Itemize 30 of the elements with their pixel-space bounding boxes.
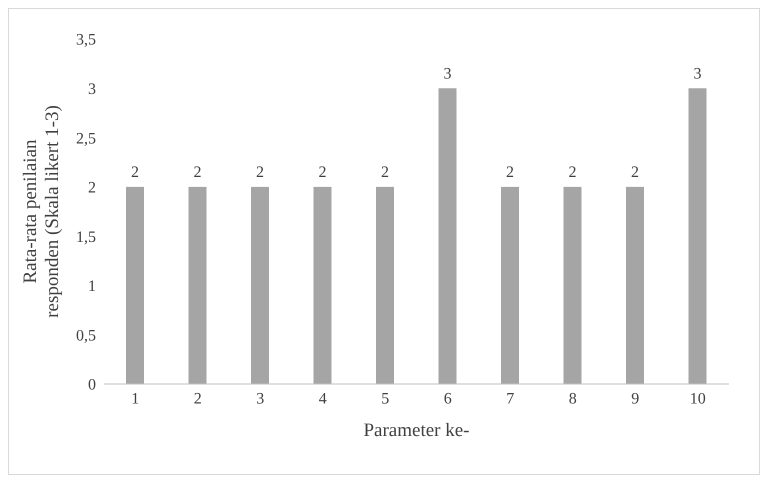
x-tick-label: 9 (631, 390, 640, 408)
y-tick-label: 2 (88, 180, 96, 197)
y-tick-label: 0,5 (76, 327, 96, 344)
x-tick-label: 2 (194, 390, 202, 408)
x-axis-title: Parameter ke- (363, 420, 470, 441)
x-tick-label: 1 (131, 390, 140, 408)
data-label: 2 (256, 164, 264, 181)
x-tick-label: 7 (506, 390, 514, 408)
data-label: 2 (506, 164, 514, 181)
y-tick-label: 1 (88, 278, 96, 296)
data-label: 3 (444, 65, 452, 82)
data-label: 3 (694, 65, 702, 82)
x-tick-label: 8 (568, 390, 577, 408)
x-tick-label: 6 (444, 390, 452, 408)
data-label: 2 (568, 164, 576, 181)
x-tick-label: 10 (690, 390, 706, 408)
y-tick-label: 0 (88, 376, 96, 394)
y-tick-label: 3 (88, 80, 96, 98)
data-label: 2 (131, 164, 139, 181)
y-tick-label: 3,5 (76, 32, 96, 49)
y-axis-title: Rata-rata penilaian responden (Skala likert 1-3) (20, 105, 63, 318)
x-tick-label: 4 (318, 390, 327, 408)
data-label: 2 (194, 164, 202, 181)
y-tick-label: 1,5 (76, 228, 96, 246)
data-label: 2 (381, 164, 389, 181)
data-label: 2 (318, 164, 326, 181)
x-tick-label: 3 (256, 390, 264, 408)
x-tick-label: 5 (381, 390, 390, 408)
data-label: 2 (631, 164, 639, 181)
y-tick-label: 2,5 (76, 130, 96, 148)
